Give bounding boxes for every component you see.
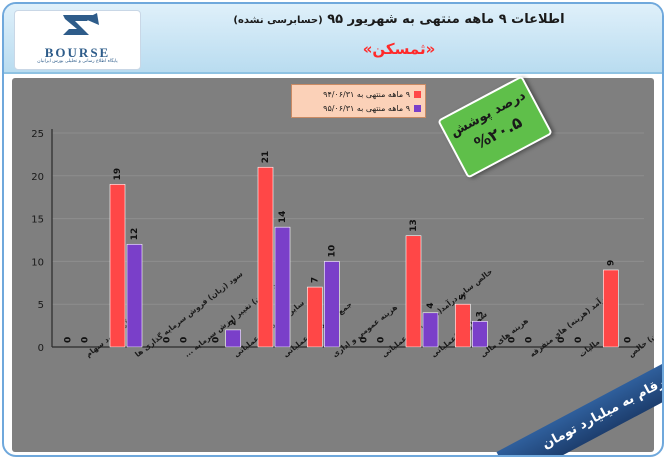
bar: [257, 166, 274, 348]
bar: [324, 261, 340, 348]
legend-item-1394: ۹ ماهه منتهی به ۹۴/۰۶/۳۱: [323, 89, 421, 101]
data-label: 0: [162, 337, 172, 343]
bar: [405, 235, 422, 348]
bar: [307, 286, 323, 348]
bar: [225, 329, 241, 348]
data-label: 7: [310, 277, 320, 283]
data-label: 0: [557, 337, 567, 343]
data-label: 0: [377, 337, 387, 343]
category-label: سود(زیان) خالص: [626, 313, 654, 359]
y-tick-label: 20: [31, 172, 44, 183]
bar: [603, 269, 619, 348]
legend-label: ۹ ماهه منتهی به ۹۴/۰۶/۳۱: [323, 90, 410, 99]
bar: [109, 184, 126, 348]
bar: [274, 226, 291, 348]
legend-swatch-purple: [414, 105, 421, 112]
logo-subtitle: پایگاه اطلاع رسانی و تحلیلی بورس ایرانیا…: [37, 59, 118, 64]
data-label: 14: [278, 211, 288, 224]
bar: [472, 321, 488, 348]
bar: [126, 243, 143, 348]
category-label: درآمد (هزینه) های متفرقه: [527, 291, 610, 359]
header: BOURSE پایگاه اطلاع رسانی و تحلیلی بورس …: [4, 4, 662, 74]
company-name: «ثمسکن»: [362, 40, 436, 58]
legend-swatch-red: [414, 91, 421, 98]
logo-mark-icon: [63, 13, 99, 35]
bourse-logo: BOURSE پایگاه اطلاع رسانی و تحلیلی بورس …: [14, 10, 141, 70]
data-label: 0: [212, 337, 222, 343]
title-text: اطلاعات ۹ ماهه منتهی به شهریور ۹۵: [327, 12, 565, 27]
data-label: 0: [179, 337, 189, 343]
data-label: 0: [525, 337, 535, 343]
legend-label: ۹ ماهه منتهی به ۹۵/۰۶/۳۱: [323, 104, 410, 113]
data-label: 10: [327, 245, 337, 258]
data-label: 0: [508, 337, 518, 343]
data-label: 21: [261, 151, 271, 164]
page-title: اطلاعات ۹ ماهه منتهی به شهریور ۹۵ (حسابر…: [154, 12, 644, 27]
y-tick-label: 0: [38, 343, 44, 354]
data-label: 13: [409, 219, 419, 232]
data-label: 2: [229, 320, 239, 326]
data-label: 4: [426, 302, 436, 308]
data-label: 3: [475, 311, 485, 317]
data-label: 0: [81, 337, 91, 343]
data-label: 0: [623, 337, 633, 343]
y-tick-label: 15: [31, 215, 44, 226]
chart-legend: ۹ ماهه منتهی به ۹۴/۰۶/۳۱ ۹ ماهه منتهی به…: [291, 84, 426, 118]
bar: [422, 312, 439, 348]
data-label: 0: [574, 337, 584, 343]
bar: [455, 303, 471, 348]
data-label: 9: [606, 260, 616, 266]
data-label: 19: [113, 168, 123, 181]
y-tick-label: 10: [31, 257, 44, 268]
y-tick-label: 25: [31, 129, 44, 140]
data-label: 0: [64, 337, 74, 343]
slide-frame: BOURSE پایگاه اطلاع رسانی و تحلیلی بورس …: [2, 2, 664, 457]
logo-wordmark: BOURSE: [44, 45, 111, 60]
data-label: 0: [360, 337, 370, 343]
data-label: 12: [130, 228, 140, 241]
title-note: (حسابرسی نشده): [233, 15, 323, 26]
legend-item-1395: ۹ ماهه منتهی به ۹۵/۰۶/۳۱: [323, 103, 421, 115]
data-label: 5: [458, 294, 468, 300]
y-tick-label: 5: [38, 300, 44, 311]
